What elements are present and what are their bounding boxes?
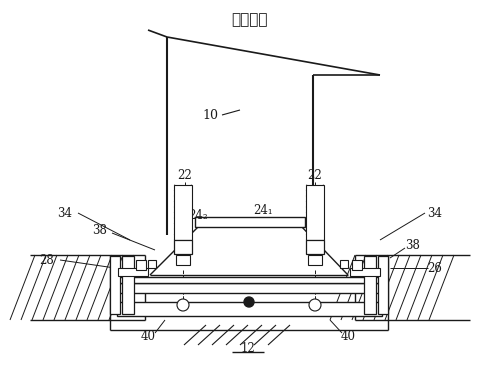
Bar xyxy=(340,260,348,268)
Bar xyxy=(117,283,382,293)
Bar xyxy=(118,268,148,276)
Bar xyxy=(364,256,376,314)
Text: 10: 10 xyxy=(202,108,218,122)
Bar xyxy=(117,302,382,316)
Text: 40: 40 xyxy=(340,331,355,343)
Text: 34: 34 xyxy=(428,206,442,220)
Bar xyxy=(378,256,388,314)
Circle shape xyxy=(177,299,189,311)
Text: 28: 28 xyxy=(40,254,54,267)
Bar xyxy=(174,240,192,254)
Text: 38: 38 xyxy=(92,224,108,236)
Bar xyxy=(110,256,120,314)
Bar xyxy=(306,240,324,254)
Bar xyxy=(136,260,146,270)
Text: 26: 26 xyxy=(428,261,442,275)
Text: 24₁: 24₁ xyxy=(253,203,273,217)
Bar xyxy=(350,268,380,276)
Text: 40: 40 xyxy=(140,331,156,343)
Circle shape xyxy=(309,299,321,311)
Text: 24₂: 24₂ xyxy=(188,208,208,221)
Text: 12: 12 xyxy=(240,341,256,355)
Text: 【図３】: 【図３】 xyxy=(232,13,268,27)
Text: 34: 34 xyxy=(58,206,72,220)
Bar xyxy=(352,260,362,270)
Bar xyxy=(176,255,190,265)
Bar xyxy=(306,185,324,240)
Bar xyxy=(148,260,156,268)
Text: 22: 22 xyxy=(178,169,192,181)
Bar xyxy=(122,256,134,314)
Bar xyxy=(195,217,305,227)
Circle shape xyxy=(244,297,254,307)
Text: 38: 38 xyxy=(406,239,420,251)
Text: 22: 22 xyxy=(308,169,322,181)
Bar xyxy=(308,255,322,265)
Bar xyxy=(117,277,382,283)
Bar xyxy=(174,185,192,240)
